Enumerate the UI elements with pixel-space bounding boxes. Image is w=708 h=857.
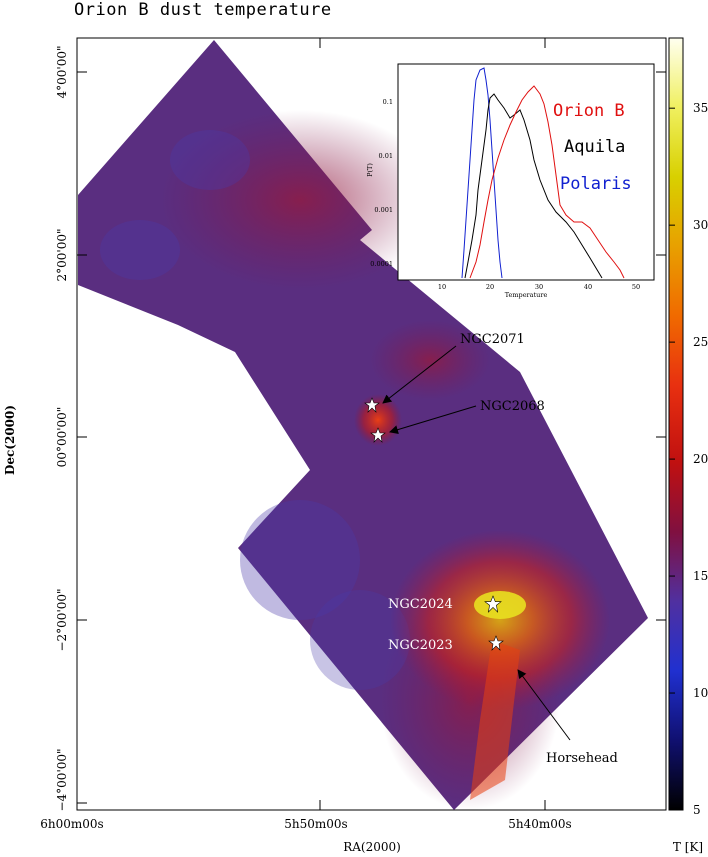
ngc2023-label: NGC2023 <box>388 638 453 653</box>
colorbar <box>668 37 684 811</box>
inset-y-tick: 0.0001 <box>370 260 393 268</box>
ngc2068-arrow <box>389 405 477 434</box>
ngc2024-label: NGC2024 <box>388 597 453 612</box>
figure-title: Orion B dust temperature <box>74 0 332 20</box>
inset-y-tick: 0.001 <box>374 206 393 214</box>
inset-x-tick: 20 <box>486 283 494 291</box>
inset-y-label: P(T) <box>366 163 374 177</box>
colorbar-tick-label: 35 <box>693 101 708 115</box>
colorbar-tick-label: 5 <box>693 803 701 817</box>
ngc2071-label: NGC2071 <box>460 332 525 347</box>
y-tick-label: 2°00'00" <box>55 229 69 282</box>
x-tick-label: 5h40m00s <box>508 817 571 831</box>
colorbar-tick-label: 30 <box>693 218 708 232</box>
legend-polaris: Polaris <box>560 174 632 194</box>
inset-frame <box>397 63 655 281</box>
ngc2024-star <box>484 595 502 613</box>
star-markers <box>364 397 504 651</box>
horsehead-arrow <box>517 669 571 741</box>
y-tick-label: −2°00'00" <box>55 588 69 651</box>
inset-y-tick: 0.01 <box>379 152 393 160</box>
legend-aquila: Aquila <box>564 137 625 157</box>
inset-y-tick: 0.1 <box>383 98 393 106</box>
horsehead-label: Horsehead <box>546 751 618 766</box>
ngc2023-star <box>488 635 504 651</box>
orion-b-histogram <box>469 85 625 279</box>
colorbar-label: T [K] <box>673 840 703 854</box>
legend-orion-b: Orion B <box>553 101 625 121</box>
x-axis-label: RA(2000) <box>343 840 401 854</box>
colorbar-tick-label: 15 <box>693 569 708 583</box>
inset-x-tick: 10 <box>438 283 446 291</box>
y-tick-label: 4°00'00" <box>55 46 69 99</box>
aquila-histogram <box>464 93 603 279</box>
inset-x-tick: 40 <box>584 283 592 291</box>
y-tick-label: 00°00'00" <box>55 407 69 468</box>
inset-x-label: Temperature <box>505 291 548 299</box>
ngc2068-star <box>370 427 386 443</box>
inset-histogram: Orion B Aquila Polaris 10 20 30 40 50 Te… <box>366 63 655 299</box>
inset-x-tick: 30 <box>535 283 543 291</box>
y-axis-label: Dec(2000) <box>3 405 17 475</box>
x-tick-marks <box>76 38 546 810</box>
polaris-histogram <box>461 67 503 279</box>
y-tick-marks <box>77 71 666 804</box>
ngc2068-label: NGC2068 <box>480 399 545 414</box>
colorbar-tick-label: 25 <box>693 335 708 349</box>
x-tick-label: 5h50m00s <box>284 817 347 831</box>
colorbar-tick-label: 20 <box>693 452 708 466</box>
colorbar-tick-label: 10 <box>693 686 708 700</box>
x-tick-label: 6h00m00s <box>40 817 103 831</box>
ngc2071-arrow <box>382 345 457 404</box>
temperature-map <box>78 40 648 810</box>
ngc2071-star <box>364 397 380 413</box>
inset-x-tick: 50 <box>632 283 640 291</box>
y-tick-label: −4°00'00" <box>55 748 69 811</box>
colorbar-ticks: 5 10 15 20 25 30 35 <box>669 101 708 817</box>
